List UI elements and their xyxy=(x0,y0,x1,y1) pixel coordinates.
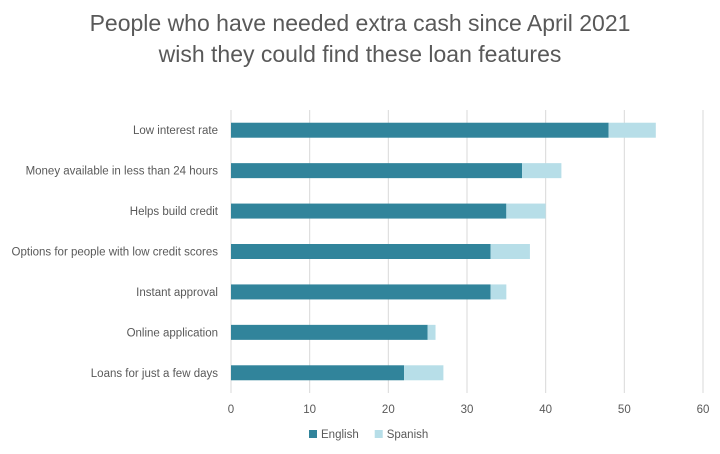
x-tick-label: 40 xyxy=(539,404,552,416)
category-labels: Low interest rate Money available in less… xyxy=(12,125,219,380)
bar-spanish-4 xyxy=(490,284,507,300)
x-tick-label: 30 xyxy=(461,404,474,416)
category-label: Options for people with low credit score… xyxy=(12,247,219,259)
bar-english-6 xyxy=(231,365,405,381)
chart-title-line-1: People who have needed extra cash since … xyxy=(89,10,631,36)
category-label: Loans for just a few days xyxy=(91,368,218,380)
category-label: Instant approval xyxy=(136,287,218,299)
bar-english-4 xyxy=(231,284,491,300)
chart-title-line-2: wish they could find these loan features xyxy=(158,41,562,67)
category-label: Online application xyxy=(127,327,218,339)
bar-spanish-2 xyxy=(506,203,546,219)
category-label: Helps build credit xyxy=(130,206,219,218)
bar-spanish-0 xyxy=(608,122,656,138)
x-tick-label: 60 xyxy=(697,404,710,416)
bar-english-5 xyxy=(231,324,428,340)
bar-english-0 xyxy=(231,122,609,138)
x-tick-label: 50 xyxy=(618,404,631,416)
x-tick-label: 0 xyxy=(228,404,234,416)
legend-swatch-english xyxy=(309,430,317,438)
bar-english-3 xyxy=(231,244,491,259)
x-tick-label: 10 xyxy=(303,404,316,416)
category-label: Low interest rate xyxy=(133,125,218,137)
bar-spanish-6 xyxy=(404,365,444,381)
chart-title: People who have needed extra cash since … xyxy=(0,8,720,70)
legend: English Spanish xyxy=(309,429,428,441)
bar-spanish-5 xyxy=(427,324,436,340)
bar-english-1 xyxy=(231,163,523,179)
bars xyxy=(231,122,656,381)
bar-spanish-3 xyxy=(490,244,530,259)
legend-label-english: English xyxy=(321,429,359,441)
bar-english-2 xyxy=(231,203,507,219)
x-tick-labels: 0 10 20 30 40 50 60 xyxy=(228,404,710,416)
x-tick-label: 20 xyxy=(382,404,395,416)
legend-label-spanish: Spanish xyxy=(387,429,429,441)
category-label: Money available in less than 24 hours xyxy=(26,166,219,178)
legend-swatch-spanish xyxy=(374,430,383,438)
bar-spanish-1 xyxy=(522,163,562,179)
